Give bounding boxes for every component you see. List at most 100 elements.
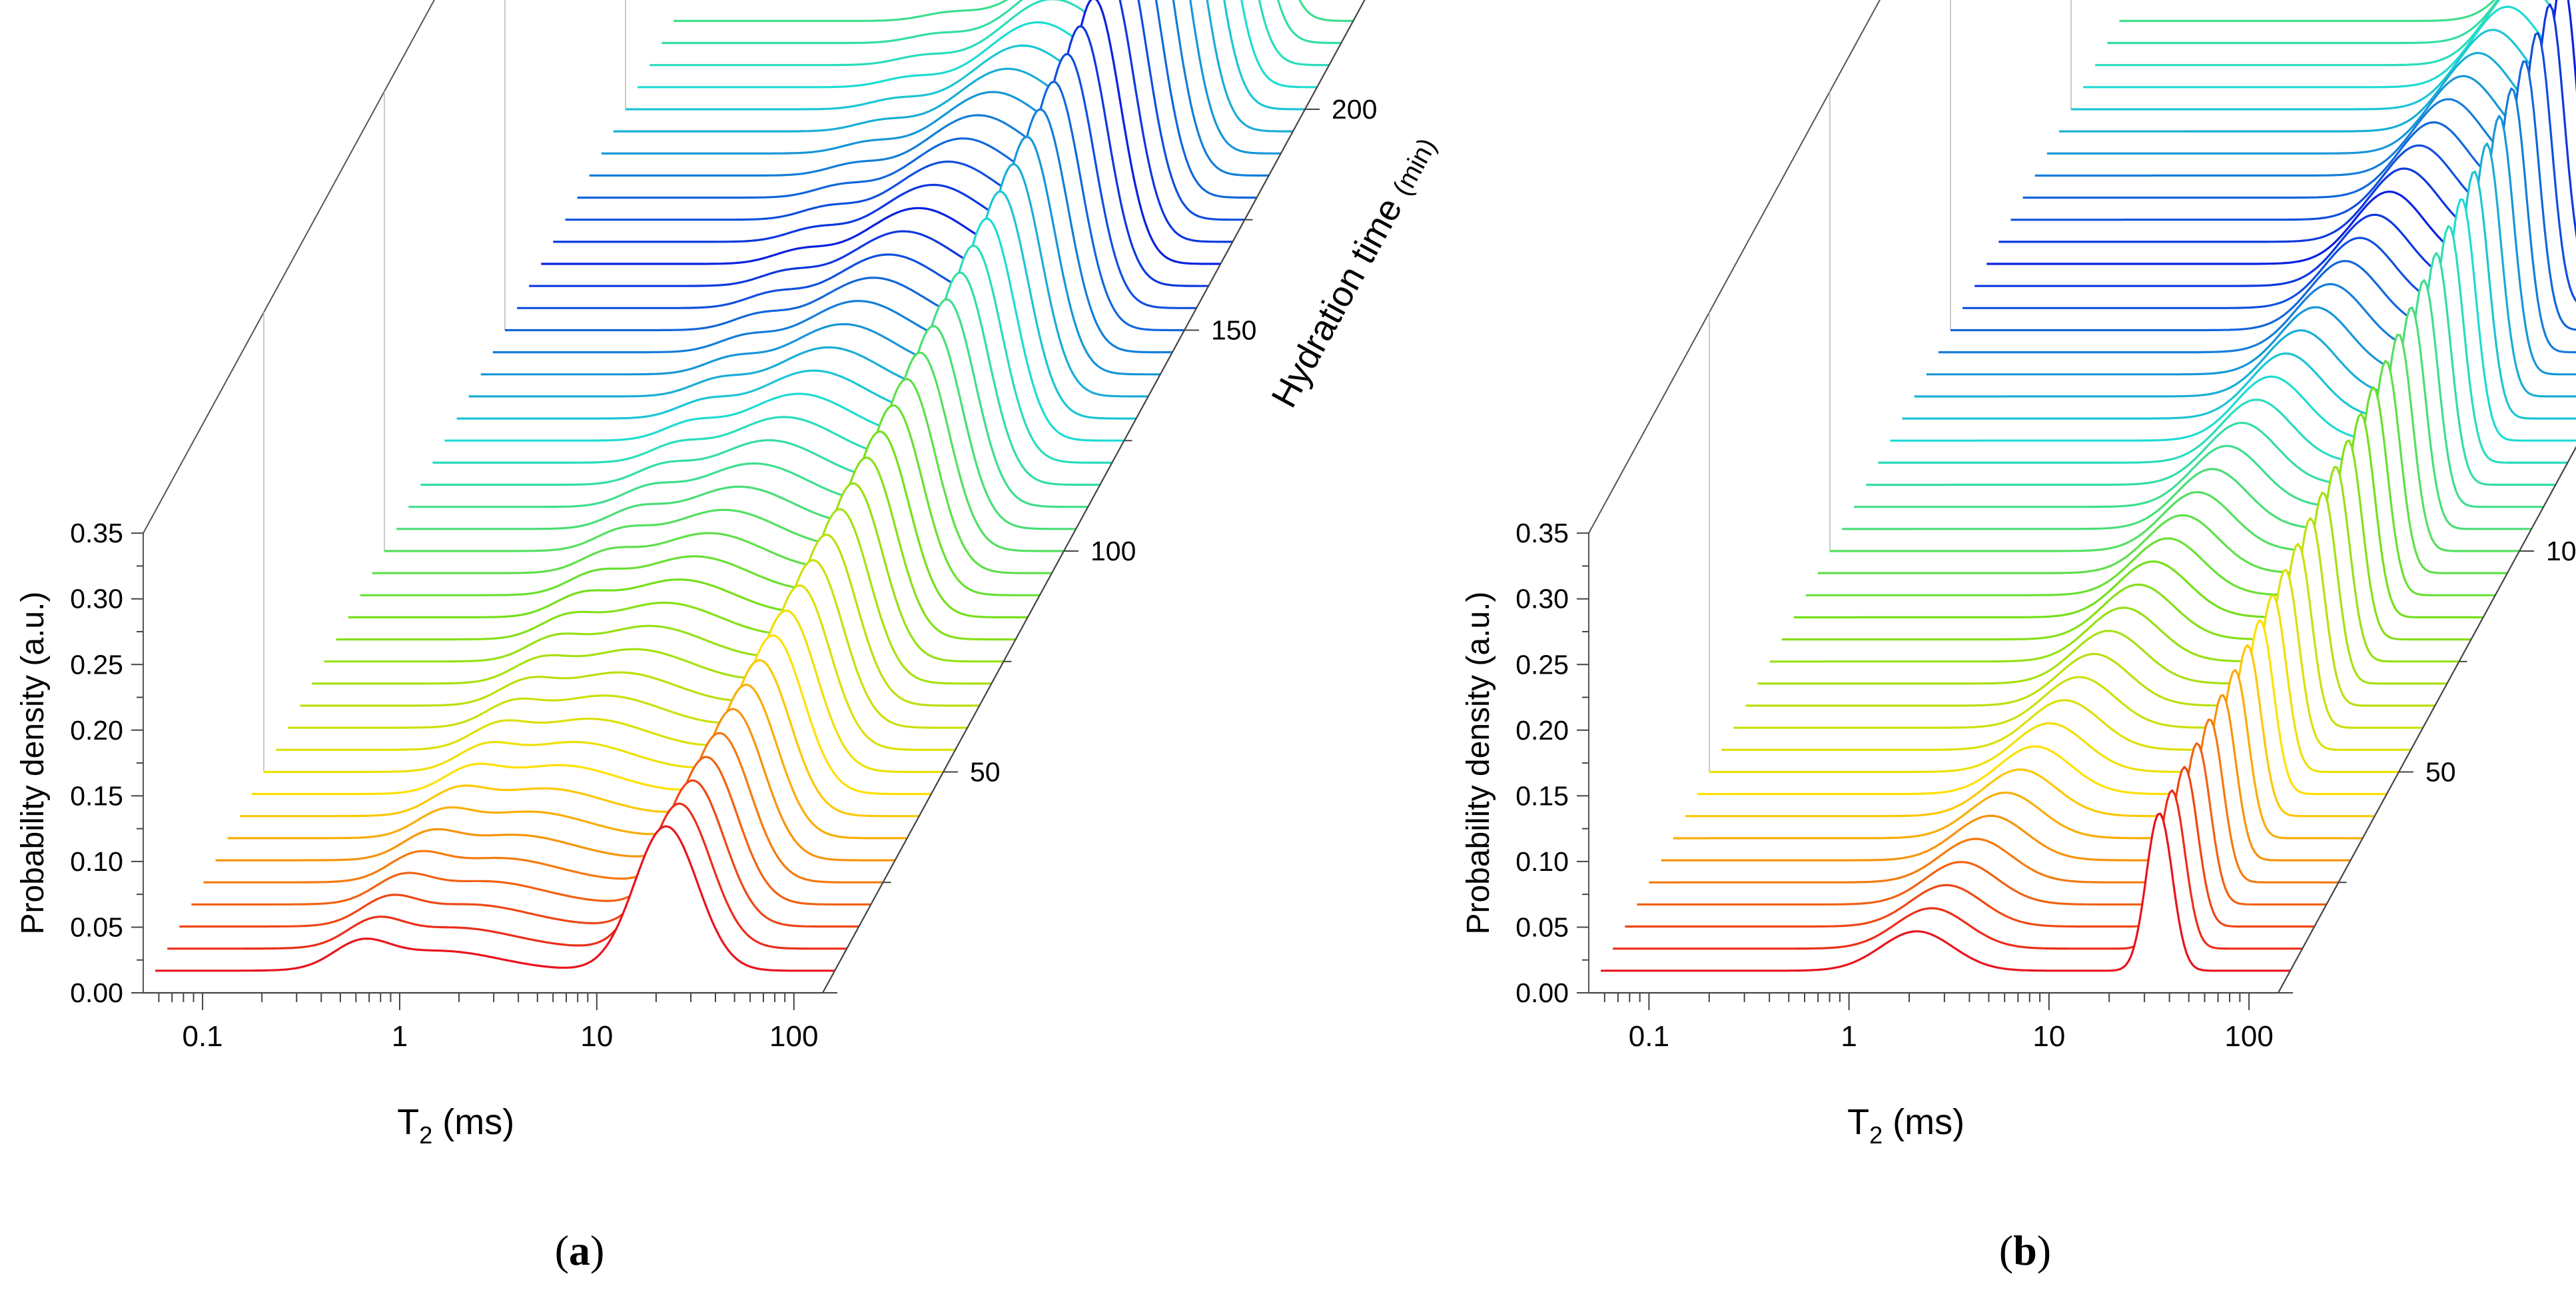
- series-line-135: [1914, 143, 2576, 398]
- y-axis-title: Hydration time (min): [1264, 129, 1444, 414]
- series-line-30: [215, 708, 895, 862]
- series-line-75: [1769, 466, 2459, 663]
- series-line-70: [1757, 491, 2447, 685]
- y-ticks: [823, 109, 1320, 993]
- series-line-110: [1854, 279, 2544, 508]
- series-line-20: [191, 756, 871, 906]
- series-line-10: [167, 802, 847, 950]
- series-line-55: [1721, 568, 2411, 751]
- series-line-210: [2095, 0, 2576, 67]
- series-line-170: [553, 0, 1233, 243]
- z-tick-label: 0.15: [1515, 780, 1569, 811]
- series-fill-5: [1601, 814, 2291, 971]
- x-tick-label: 100: [2224, 1020, 2273, 1053]
- z-tick-label: 0.35: [1515, 518, 1569, 548]
- series-line-120: [432, 244, 1112, 464]
- x-axis-title: T2 (ms): [1847, 1102, 1964, 1149]
- series-line-25: [1649, 718, 2339, 884]
- series-line-35: [227, 684, 907, 840]
- series-line-90: [360, 404, 1040, 596]
- series-fill-175: [2010, 0, 2576, 220]
- y-tick-label: 50: [970, 757, 1001, 788]
- series-line-40: [239, 659, 919, 818]
- series-line-90: [1805, 386, 2495, 596]
- series-line-5: [1601, 812, 2291, 972]
- series-line-200: [2071, 29, 2576, 111]
- x-ticks: [158, 993, 795, 1010]
- z-tick-label: 0.20: [70, 715, 123, 746]
- series-line-75: [324, 482, 1004, 663]
- series-fill-100: [1830, 334, 2519, 551]
- series-line-145: [492, 108, 1172, 354]
- series-line-130: [1902, 171, 2576, 420]
- series-line-105: [396, 324, 1076, 530]
- series-line-120: [1878, 225, 2568, 464]
- series-line-125: [1890, 198, 2576, 442]
- series-line-50: [1709, 594, 2399, 774]
- series-line-125: [444, 217, 1124, 442]
- series-line-160: [529, 25, 1209, 287]
- waterfall-curves: [1601, 0, 2576, 972]
- series-line-20: [1637, 742, 2327, 906]
- series-fill-5: [155, 826, 835, 971]
- series-line-185: [2034, 98, 2576, 177]
- y-ticks: [2278, 550, 2534, 993]
- series-line-180: [2022, 109, 2576, 199]
- z-tick-label: 0.30: [1515, 584, 1569, 614]
- series-line-130: [456, 190, 1136, 420]
- series-line-175: [565, 0, 1245, 221]
- x-ticks: [1603, 993, 2250, 1010]
- series-line-155: [517, 53, 1197, 309]
- x-tick-label: 0.1: [182, 1020, 222, 1053]
- series-line-150: [1950, 60, 2576, 332]
- series-line-85: [348, 430, 1028, 618]
- series-line-140: [1926, 115, 2576, 376]
- series-line-165: [541, 0, 1221, 265]
- series-line-190: [2046, 75, 2576, 155]
- series-line-40: [1685, 644, 2375, 818]
- series-line-195: [2058, 51, 2576, 133]
- series-fill-135: [1914, 143, 2576, 396]
- series-fill-105: [1842, 307, 2532, 529]
- series-line-185: [589, 0, 1269, 177]
- series-line-180: [577, 0, 1257, 199]
- series-line-170: [1998, 0, 2567, 243]
- series-line-115: [1866, 252, 2556, 486]
- series-line-190: [601, 0, 1281, 155]
- series-line-10: [1613, 789, 2303, 950]
- series-line-145: [1938, 87, 2576, 354]
- x-tick-label: 1: [1841, 1020, 1857, 1053]
- series-line-150: [505, 80, 1184, 332]
- series-line-5: [155, 825, 835, 972]
- series-line-45: [251, 634, 931, 796]
- x-tick-label: 0.1: [1629, 1020, 1669, 1053]
- panel-caption: (a): [555, 1227, 605, 1274]
- series-line-205: [638, 0, 1318, 89]
- series-line-80: [1781, 439, 2471, 641]
- series-line-160: [1974, 3, 2576, 287]
- y-tick-label: 150: [1211, 315, 1256, 346]
- z-tick-label: 0.00: [1515, 977, 1569, 1008]
- wall-grid: [1709, 0, 2072, 772]
- series-line-55: [276, 584, 956, 751]
- series-line-155: [1962, 31, 2576, 309]
- y-tick-label: 100: [2546, 536, 2576, 566]
- x-axis-title: T2 (ms): [397, 1102, 514, 1149]
- series-line-215: [661, 0, 1342, 45]
- waterfall-curves: [155, 0, 1354, 972]
- z-tick-label: 0.30: [70, 584, 123, 614]
- series-line-60: [288, 559, 968, 729]
- series-line-80: [336, 456, 1016, 641]
- series-line-70: [312, 508, 992, 685]
- series-line-175: [2010, 0, 2576, 221]
- series-line-100: [1830, 333, 2519, 552]
- series-line-15: [179, 779, 859, 928]
- chart-panel-a: 0.1 1 10 100 T2 (ms) 0.00 0.05 0.10 0.15 0.20 0.25…: [15, 0, 1444, 1274]
- z-tick-label: 0.25: [70, 649, 123, 680]
- y-tick-label: 200: [1332, 94, 1377, 125]
- z-tick-label: 0.10: [1515, 846, 1569, 877]
- series-line-135: [468, 163, 1148, 398]
- series-line-35: [1673, 669, 2363, 840]
- wall-grid: [263, 0, 626, 772]
